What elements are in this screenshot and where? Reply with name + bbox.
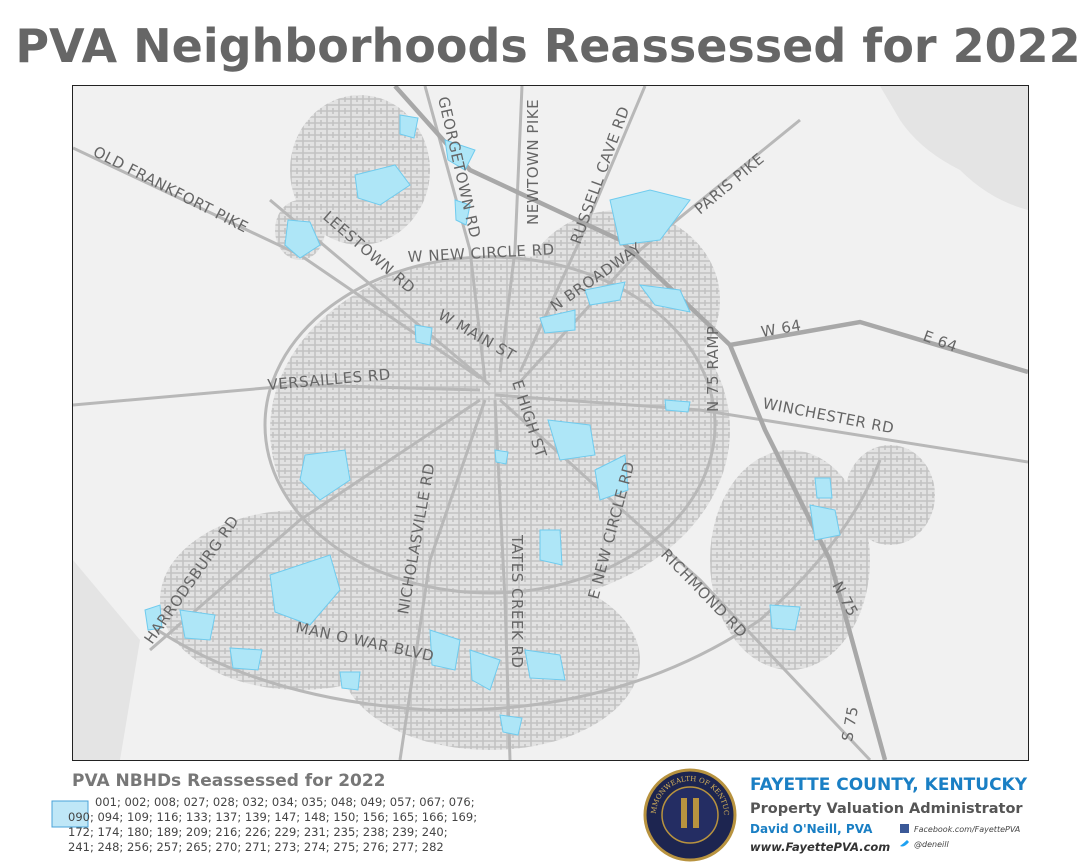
road-label: TATES CREEK RD: [508, 534, 526, 668]
website: www.FayettePVA.com: [750, 840, 890, 854]
facebook-icon: [900, 824, 909, 833]
reassessed-neighborhoods: [144, 114, 841, 736]
road-label: S 75: [838, 705, 862, 743]
terrain: [73, 560, 140, 760]
office: Property Valuation Administrator: [750, 801, 1023, 817]
legend-codes: 001; 002; 008; 027; 028; 032; 034; 035; …: [95, 795, 475, 809]
pva-name: David O'Neill, PVA: [750, 822, 873, 836]
facebook: Facebook.com/FayettePVA: [914, 825, 1020, 834]
map-frame: [72, 85, 1029, 761]
twitter-icon: [900, 840, 909, 847]
terrain: [880, 86, 1028, 210]
road-label: NEWTOWN PIKE: [524, 99, 542, 225]
legend-codes: 172; 174; 180; 189; 209; 216; 226; 229; …: [68, 825, 448, 839]
map: OLD FRANKFORT PIKE LEESTOWN RD GEORGETOW…: [73, 86, 1028, 760]
legend-codes: 241; 248; 256; 257; 265; 270; 271; 273; …: [68, 840, 444, 854]
legend: PVA NBHDs Reassessed for 2022 001; 002; …: [51, 771, 477, 854]
county: FAYETTE COUNTY, KENTUCKY: [750, 775, 1028, 795]
legend-swatch: [51, 800, 89, 828]
title: PVA Neighborhoods Reassessed for 2022: [15, 19, 1080, 73]
legend-codes: 090; 094; 109; 116; 133; 137; 139; 147; …: [68, 810, 477, 824]
twitter: @deneill: [914, 840, 949, 849]
legend-title: PVA NBHDs Reassessed for 2022: [72, 771, 386, 791]
road-label: N 75 RAMP: [704, 326, 722, 412]
